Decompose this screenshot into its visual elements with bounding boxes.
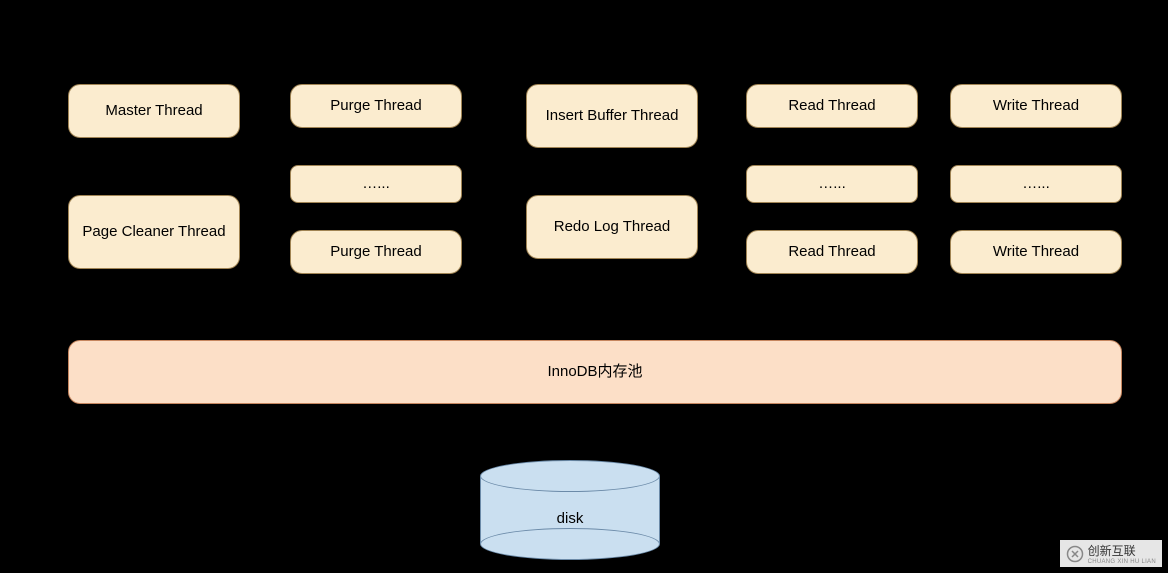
watermark-subtext: CHUANG XIN HU LIAN [1088,559,1156,565]
node-label: Read Thread [788,97,875,115]
node-label: Purge Thread [330,243,421,261]
redo-log-thread-node: Redo Log Thread [526,195,698,259]
node-label: …... [1022,175,1050,193]
node-label: Insert Buffer Thread [546,107,679,125]
node-label: Page Cleaner Thread [82,223,225,241]
disk-bottom-shape [480,528,660,560]
node-label: …... [362,175,390,193]
node-label: Redo Log Thread [554,218,670,236]
disk-label: disk [480,510,660,527]
watermark: 创新互联 CHUANG XIN HU LIAN [1060,540,1162,567]
node-label: Purge Thread [330,97,421,115]
disk-node: disk [480,460,660,560]
purge-ellipsis-node: …... [290,165,462,203]
read-thread-top-node: Read Thread [746,84,918,128]
purge-thread-top-node: Purge Thread [290,84,462,128]
node-label: Read Thread [788,243,875,261]
read-thread-bottom-node: Read Thread [746,230,918,274]
node-label: InnoDB内存池 [547,363,642,381]
write-thread-top-node: Write Thread [950,84,1122,128]
node-label: Write Thread [993,243,1079,261]
innodb-memory-pool-node: InnoDB内存池 [68,340,1122,404]
watermark-logo-icon [1066,545,1084,563]
write-ellipsis-node: …... [950,165,1122,203]
insert-buffer-thread-node: Insert Buffer Thread [526,84,698,148]
watermark-text: 创新互联 [1088,542,1156,559]
purge-thread-bottom-node: Purge Thread [290,230,462,274]
disk-top-shape [480,460,660,492]
node-label: …... [818,175,846,193]
master-thread-node: Master Thread [68,84,240,138]
write-thread-bottom-node: Write Thread [950,230,1122,274]
read-ellipsis-node: …... [746,165,918,203]
node-label: Write Thread [993,97,1079,115]
node-label: Master Thread [105,102,202,120]
page-cleaner-thread-node: Page Cleaner Thread [68,195,240,269]
